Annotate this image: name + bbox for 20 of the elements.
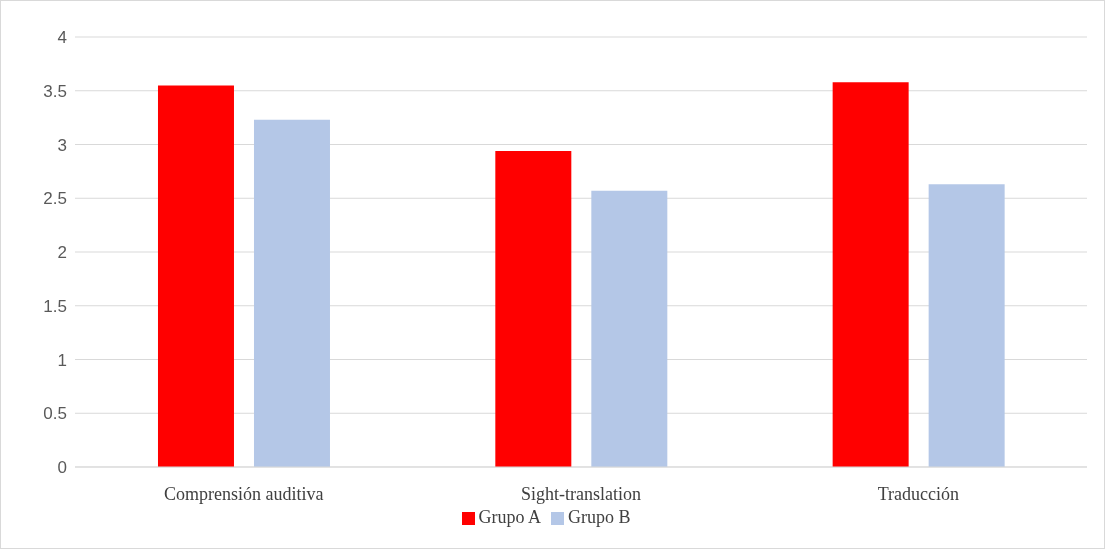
x-tick-label: Traducción: [877, 483, 959, 504]
bar: [832, 82, 909, 467]
y-tick-label: 3.5: [43, 81, 67, 101]
legend-label: Grupo B: [568, 507, 631, 527]
y-tick-label: 1: [57, 350, 67, 370]
y-tick-label: 2.5: [43, 189, 67, 209]
legend-label: Grupo A: [478, 507, 541, 527]
bar: [928, 184, 1005, 467]
y-tick-label: 2: [57, 243, 67, 263]
bar: [495, 150, 572, 467]
y-tick-label: 0.5: [43, 404, 67, 424]
bar: [157, 85, 234, 467]
bar: [253, 119, 330, 467]
x-tick-label: Comprensión auditiva: [163, 483, 324, 504]
x-tick-label: Sight-translation: [521, 483, 641, 504]
y-tick-label: 1.5: [43, 296, 67, 316]
y-tick-label: 4: [57, 28, 67, 48]
y-tick-label: 0: [57, 458, 67, 478]
bar: [591, 190, 668, 467]
y-tick-label: 3: [57, 135, 67, 155]
